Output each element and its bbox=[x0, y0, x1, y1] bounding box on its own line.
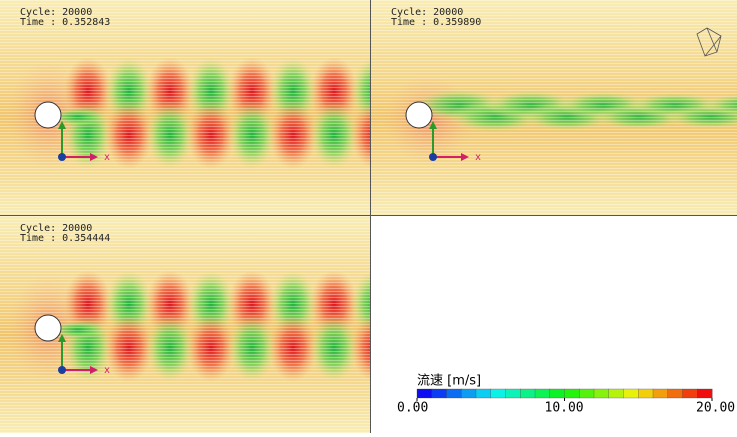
color-segment bbox=[564, 388, 580, 399]
color-segment bbox=[416, 388, 433, 399]
cycle-label: Cycle: 20000 bbox=[20, 7, 92, 18]
color-segment bbox=[505, 388, 521, 399]
color-segment bbox=[682, 388, 698, 399]
color-segment bbox=[623, 388, 639, 399]
axis-label: x bbox=[104, 152, 110, 163]
cylinder bbox=[34, 101, 62, 129]
origin bbox=[58, 366, 66, 374]
time-label: Time : 0.359890 bbox=[391, 17, 481, 28]
color-segment bbox=[461, 388, 477, 399]
cycle-label: Cycle: 20000 bbox=[391, 7, 463, 18]
axis-label: x bbox=[475, 152, 481, 163]
color-segment bbox=[490, 388, 506, 399]
streamlines bbox=[0, 0, 370, 215]
color-segment bbox=[579, 388, 595, 399]
color-segment bbox=[446, 388, 462, 399]
color-segment bbox=[652, 388, 669, 399]
flow-panel bbox=[0, 216, 370, 433]
color-segment bbox=[593, 388, 610, 399]
flow-panel bbox=[0, 0, 370, 215]
legend-title: 流速 [m/s] bbox=[417, 374, 481, 389]
legend-tick-label: 0.00 bbox=[397, 401, 428, 416]
color-segment bbox=[475, 388, 492, 399]
origin bbox=[429, 153, 437, 161]
color-segment bbox=[638, 388, 654, 399]
streamlines bbox=[0, 216, 370, 433]
color-segment bbox=[608, 388, 624, 399]
view-cube-icon bbox=[696, 27, 722, 57]
y-arrow-head bbox=[58, 121, 66, 129]
flow-panel bbox=[371, 0, 737, 215]
y-arrow-head bbox=[429, 121, 437, 129]
color-segment bbox=[697, 388, 713, 399]
cylinder bbox=[34, 314, 62, 342]
color-segment bbox=[520, 388, 536, 399]
time-label: Time : 0.354444 bbox=[20, 233, 110, 244]
color-segment bbox=[667, 388, 683, 399]
origin bbox=[58, 153, 66, 161]
x-arrow-head bbox=[90, 366, 98, 374]
cycle-label: Cycle: 20000 bbox=[20, 223, 92, 234]
cylinder bbox=[405, 101, 433, 129]
axis-label: x bbox=[104, 365, 110, 376]
color-segment bbox=[431, 388, 447, 399]
legend-tick-label: 20.00 bbox=[696, 401, 735, 416]
legend-tick-label: 10.00 bbox=[545, 401, 584, 416]
streamlines bbox=[371, 0, 737, 215]
color-segment bbox=[534, 388, 551, 399]
color-segment bbox=[549, 388, 565, 399]
x-arrow-head bbox=[461, 153, 469, 161]
x-arrow-head bbox=[90, 153, 98, 161]
time-label: Time : 0.352843 bbox=[20, 17, 110, 28]
y-arrow-head bbox=[58, 334, 66, 342]
